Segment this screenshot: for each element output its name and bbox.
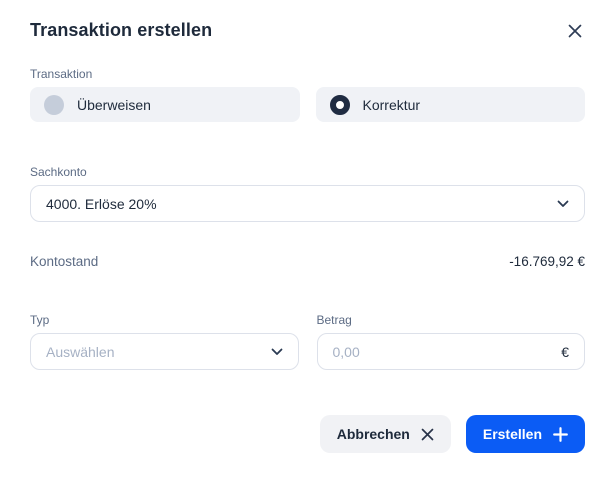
betrag-label: Betrag	[316, 313, 352, 327]
plus-icon	[553, 426, 568, 442]
typ-select[interactable]: Auswählen	[30, 333, 299, 370]
cancel-button-label: Abbrechen	[336, 426, 410, 442]
dialog-header: Transaktion erstellen	[30, 0, 585, 41]
transaction-type-section: Transaktion Überweisen Korrektur	[30, 67, 585, 122]
sachkonto-section: Sachkonto 4000. Erlöse 20%	[30, 165, 585, 222]
radio-selected-icon	[329, 94, 350, 115]
close-button[interactable]	[565, 21, 585, 41]
betrag-field-group: Betrag €	[316, 313, 585, 370]
transaction-type-segmented: Überweisen Korrektur	[30, 87, 585, 122]
typ-label: Typ	[30, 313, 50, 327]
create-button-label: Erstellen	[482, 426, 542, 442]
betrag-input-wrap: €	[316, 333, 585, 370]
transaction-type-label: Transaktion	[30, 67, 93, 81]
chevron-down-icon	[557, 200, 569, 208]
currency-euro-suffix: €	[561, 343, 569, 360]
chevron-down-icon	[271, 348, 283, 356]
sachkonto-selected-value: 4000. Erlöse 20%	[46, 195, 157, 212]
sachkonto-select[interactable]: 4000. Erlöse 20%	[30, 185, 585, 222]
close-icon	[567, 23, 583, 39]
betrag-input[interactable]	[332, 343, 554, 360]
radio-unselected-icon	[44, 94, 64, 115]
typ-field-group: Typ Auswählen	[30, 313, 299, 370]
cancel-button[interactable]: Abbrechen	[319, 415, 451, 453]
kontostand-row: Kontostand -16.769,92 €	[30, 254, 585, 269]
create-button[interactable]: Erstellen	[465, 415, 585, 453]
page-title: Transaktion erstellen	[30, 20, 213, 40]
option-ueberweisen[interactable]: Überweisen	[30, 87, 300, 122]
option-korrektur-label: Korrektur	[362, 96, 421, 113]
close-icon	[421, 428, 434, 441]
kontostand-label: Kontostand	[30, 254, 99, 269]
kontostand-value: -16.769,92 €	[509, 254, 585, 269]
typ-betrag-row: Typ Auswählen Betrag €	[30, 313, 585, 370]
option-korrektur[interactable]: Korrektur	[315, 87, 585, 122]
option-ueberweisen-label: Überweisen	[77, 96, 151, 113]
typ-placeholder: Auswählen	[46, 343, 115, 360]
dialog-footer: Abbrechen Erstellen	[30, 415, 585, 453]
sachkonto-label: Sachkonto	[30, 165, 87, 179]
